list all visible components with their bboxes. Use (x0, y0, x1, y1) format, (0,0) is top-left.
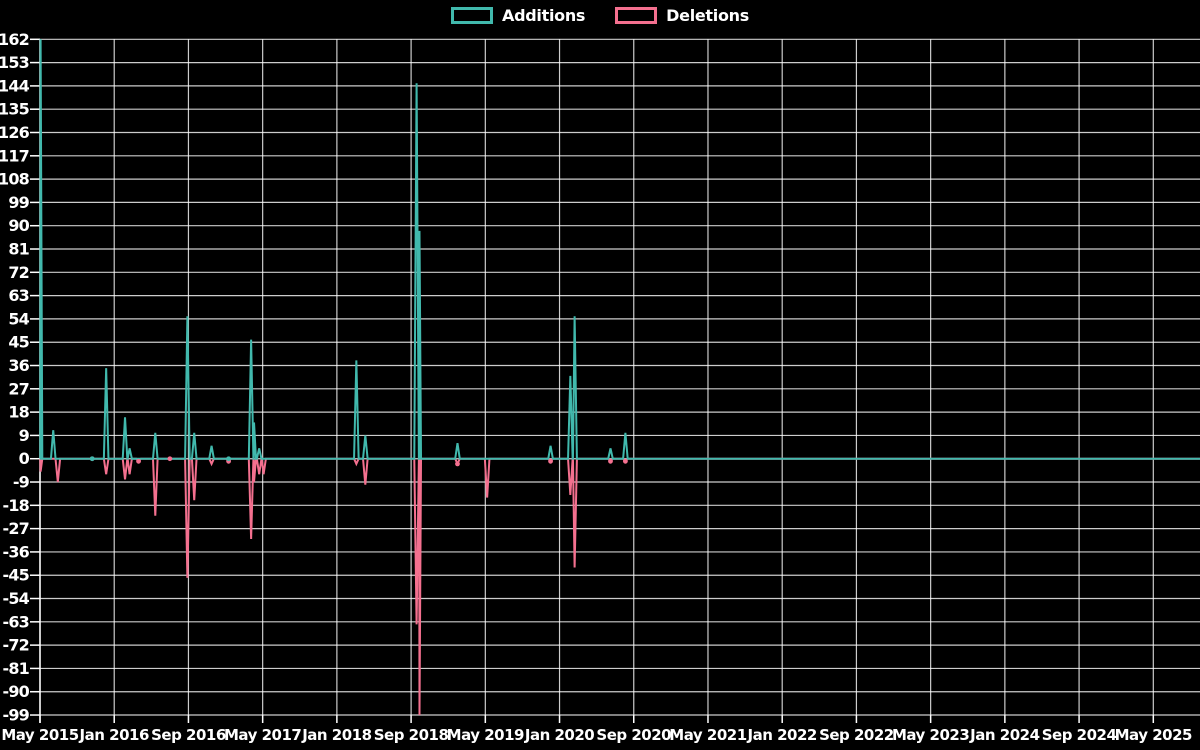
deletions-legend-label[interactable]: Deletions (666, 6, 749, 25)
y-tick-label: 81 (8, 240, 29, 259)
y-tick-label: 63 (8, 286, 29, 305)
y-tick-label: 126 (0, 123, 30, 142)
additions-point-marker (226, 456, 231, 462)
x-tick-label: Jan 2024 (969, 726, 1039, 744)
y-tick-label: 99 (8, 193, 29, 212)
y-tick-label: -81 (2, 659, 29, 678)
x-tick-label: Sep 2016 (151, 726, 226, 744)
x-tick-label: May 2017 (224, 726, 301, 744)
deletions-point-marker (622, 458, 628, 464)
x-tick-label: May 2023 (892, 726, 969, 744)
additions-point-marker (89, 456, 95, 462)
y-tick-label: -45 (2, 566, 29, 585)
x-tick-label: Sep 2018 (374, 726, 449, 744)
legend: Additions Deletions (0, 6, 1200, 25)
y-tick-label: -9 (13, 473, 30, 492)
additions-line (39, 39, 1200, 460)
x-tick-label: Jan 2022 (747, 726, 817, 744)
deletions-point-marker (136, 458, 141, 464)
x-tick-label: May 2021 (669, 726, 746, 744)
x-tick-label: Sep 2022 (819, 726, 894, 744)
x-tick-label: May 2025 (1115, 726, 1192, 744)
x-tick-label: May 2019 (447, 726, 524, 744)
y-tick-label: 117 (0, 146, 29, 165)
y-tick-label: 108 (0, 170, 30, 189)
x-tick-label: May 2015 (1, 726, 78, 744)
y-tick-label: 90 (8, 216, 29, 235)
y-tick-label: -63 (2, 612, 29, 631)
y-tick-label: -27 (2, 519, 29, 538)
y-tick-label: 36 (8, 356, 29, 375)
deletions-legend-swatch[interactable] (615, 7, 658, 24)
y-tick-label: 135 (0, 100, 30, 119)
deletions-point-marker (167, 456, 173, 462)
y-tick-label: -99 (2, 706, 29, 725)
x-tick-label: Sep 2024 (1042, 726, 1117, 744)
y-tick-label: 72 (8, 263, 29, 282)
deletions-point-marker (548, 458, 553, 464)
y-tick-label: 9 (19, 426, 30, 445)
y-tick-label: 0 (19, 449, 30, 468)
y-tick-label: -90 (2, 682, 29, 701)
x-tick-label: Sep 2020 (596, 726, 671, 744)
y-tick-label: 27 (8, 379, 29, 398)
y-tick-label: -18 (2, 496, 29, 515)
y-tick-label: -72 (2, 636, 29, 655)
y-tick-label: 153 (0, 53, 29, 72)
deletions-point-marker (455, 461, 460, 467)
x-tick-label: Jan 2020 (524, 726, 594, 744)
y-tick-label: 144 (0, 76, 30, 95)
y-tick-label: -36 (2, 542, 29, 561)
deletions-point-marker (608, 458, 613, 464)
y-tick-label: 18 (8, 403, 29, 422)
y-tick-label: 54 (8, 309, 29, 328)
x-tick-label: Jan 2018 (301, 726, 371, 744)
y-tick-label: 45 (8, 333, 29, 352)
additions-legend-label[interactable]: Additions (502, 6, 586, 25)
additions-legend-swatch[interactable] (451, 7, 494, 24)
x-tick-label: Jan 2016 (79, 726, 149, 744)
y-tick-label: 162 (0, 30, 29, 49)
y-tick-label: -54 (2, 589, 29, 608)
